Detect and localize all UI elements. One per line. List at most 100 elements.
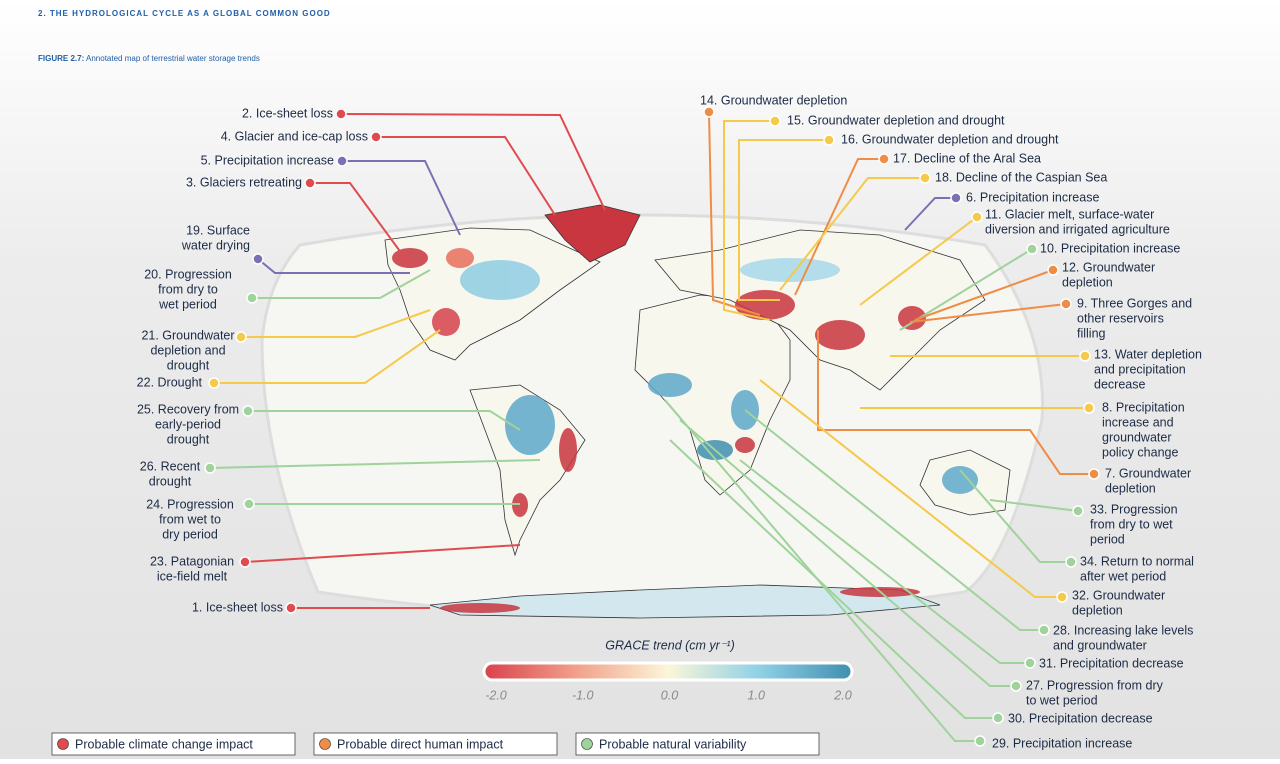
annotation-label: 5. Precipitation increase [201, 153, 334, 167]
annotation-dot [335, 108, 347, 120]
annotation-label: 31. Precipitation decrease [1039, 656, 1184, 670]
leader-line [914, 269, 1054, 321]
annotation-dot [1010, 680, 1022, 692]
annotation-label: drought [149, 474, 192, 488]
annotation-label: 1. Ice-sheet loss [192, 600, 283, 614]
annotation-dot [769, 115, 781, 127]
annotation-label: 10. Precipitation increase [1040, 241, 1180, 255]
annotation-label: 22. Drought [137, 375, 203, 389]
legend-dot [319, 738, 331, 750]
colorbar-tick-label: 2.0 [833, 688, 851, 702]
annotation-label: 11. Glacier melt, surface-water [985, 207, 1154, 221]
leader-line [739, 459, 1030, 664]
colorbar-tick-label: 0.0 [661, 688, 678, 702]
annotation-label: wet period [158, 297, 217, 311]
annotation-label: 15. Groundwater depletion and drought [787, 113, 1005, 127]
annotation-label: from dry to [158, 282, 218, 296]
figure-label: FIGURE 2.7: [38, 54, 84, 63]
annotation-label: depletion [1062, 275, 1113, 289]
annotation-dot [1060, 298, 1072, 310]
annotation-label: depletion and [150, 343, 225, 357]
leader-line [244, 544, 521, 563]
leader-line [909, 303, 1067, 323]
annotation-label: 12. Groundwater [1062, 260, 1155, 274]
annotation-dot [1083, 402, 1095, 414]
annotation-dot [1038, 624, 1050, 636]
annotation-label: 30. Precipitation decrease [1008, 711, 1153, 725]
leader-line [817, 330, 1094, 475]
annotation-label: 29. Precipitation increase [992, 736, 1132, 750]
legend-label: Probable direct human impact [337, 737, 504, 751]
annotation-dot [823, 134, 835, 146]
annotation-label: and groundwater [1053, 638, 1147, 652]
annotation-label: 21. Groundwater [141, 328, 234, 342]
annotation-label: 17. Decline of the Aral Sea [893, 151, 1041, 165]
annotation-label: 20. Progression [144, 267, 232, 281]
section-title: 2. THE HYDROLOGICAL CYCLE AS A GLOBAL CO… [38, 9, 331, 18]
annotation-dot [703, 106, 715, 118]
annotation-label: filling [1077, 326, 1106, 340]
leader-line [669, 439, 998, 719]
colorbar-tick-label: -1.0 [572, 688, 594, 702]
annotation-dot [370, 131, 382, 143]
annotation-dot [878, 153, 890, 165]
annotation-label: 34. Return to normal [1080, 554, 1194, 568]
annotation-dot [971, 211, 983, 223]
annotation-label: to wet period [1026, 693, 1098, 707]
leader-line [744, 409, 1044, 631]
annotation-label: 2. Ice-sheet loss [242, 106, 333, 120]
annotation-label: dry period [162, 527, 218, 541]
annotation-dot [974, 735, 986, 747]
leader-line [859, 216, 978, 306]
legend-box [575, 732, 820, 756]
annotation-dot [919, 172, 931, 184]
leader-line [779, 177, 925, 291]
annotation-dot [1024, 657, 1036, 669]
annotation-label: ice-field melt [157, 569, 228, 583]
leader-line [959, 469, 1071, 563]
annotation-label: 14. Groundwater depletion [700, 93, 847, 107]
leader-line [738, 139, 829, 301]
leader-line [214, 329, 441, 384]
annotation-label: 33. Progression [1090, 502, 1178, 516]
annotation-dot [1079, 350, 1091, 362]
annotation-dot [1065, 556, 1077, 568]
annotation-label: depletion [1072, 603, 1123, 617]
annotation-label: depletion [1105, 481, 1156, 495]
leader-line [241, 309, 431, 338]
map [260, 204, 1045, 619]
annotation-dot [242, 405, 254, 417]
annotation-label: period [1090, 532, 1125, 546]
leader-line [904, 197, 956, 231]
annotation-dot [239, 556, 251, 568]
annotation-label: 16. Groundwater depletion and drought [841, 132, 1059, 146]
figure-title: Annotated map of terrestrial water stora… [86, 54, 260, 63]
figure-caption: FIGURE 2.7: Annotated map of terrestrial… [38, 54, 260, 63]
annotation-label: diversion and irrigated agriculture [985, 222, 1170, 236]
leader-line [209, 459, 541, 469]
annotation-dot [1047, 264, 1059, 276]
annotation-label: groundwater [1102, 430, 1172, 444]
annotation-label: 25. Recovery from [137, 402, 239, 416]
leader-line [759, 379, 1062, 598]
annotation-label: 4. Glacier and ice-cap loss [221, 129, 368, 143]
leader-line [989, 499, 1079, 512]
leader-line [664, 399, 980, 742]
leader-line [342, 160, 461, 236]
annotation-dot [252, 253, 264, 265]
leader-line [794, 158, 884, 296]
annotation-label: 28. Increasing lake levels [1053, 623, 1193, 637]
annotation-label: after wet period [1080, 569, 1166, 583]
legend-box [313, 732, 558, 756]
annotation-label: 8. Precipitation [1102, 400, 1185, 414]
annotation-label: 32. Groundwater [1072, 588, 1165, 602]
annotation-label: 23. Patagonian [150, 554, 234, 568]
annotation-label: and precipitation [1094, 362, 1186, 376]
leader-line [252, 269, 431, 299]
annotation-label: 9. Three Gorges and [1077, 296, 1192, 310]
annotation-dot [204, 462, 216, 474]
annotation-label: decrease [1094, 377, 1145, 391]
leader-line [708, 111, 761, 316]
legend-label: Probable natural variability [599, 737, 747, 751]
